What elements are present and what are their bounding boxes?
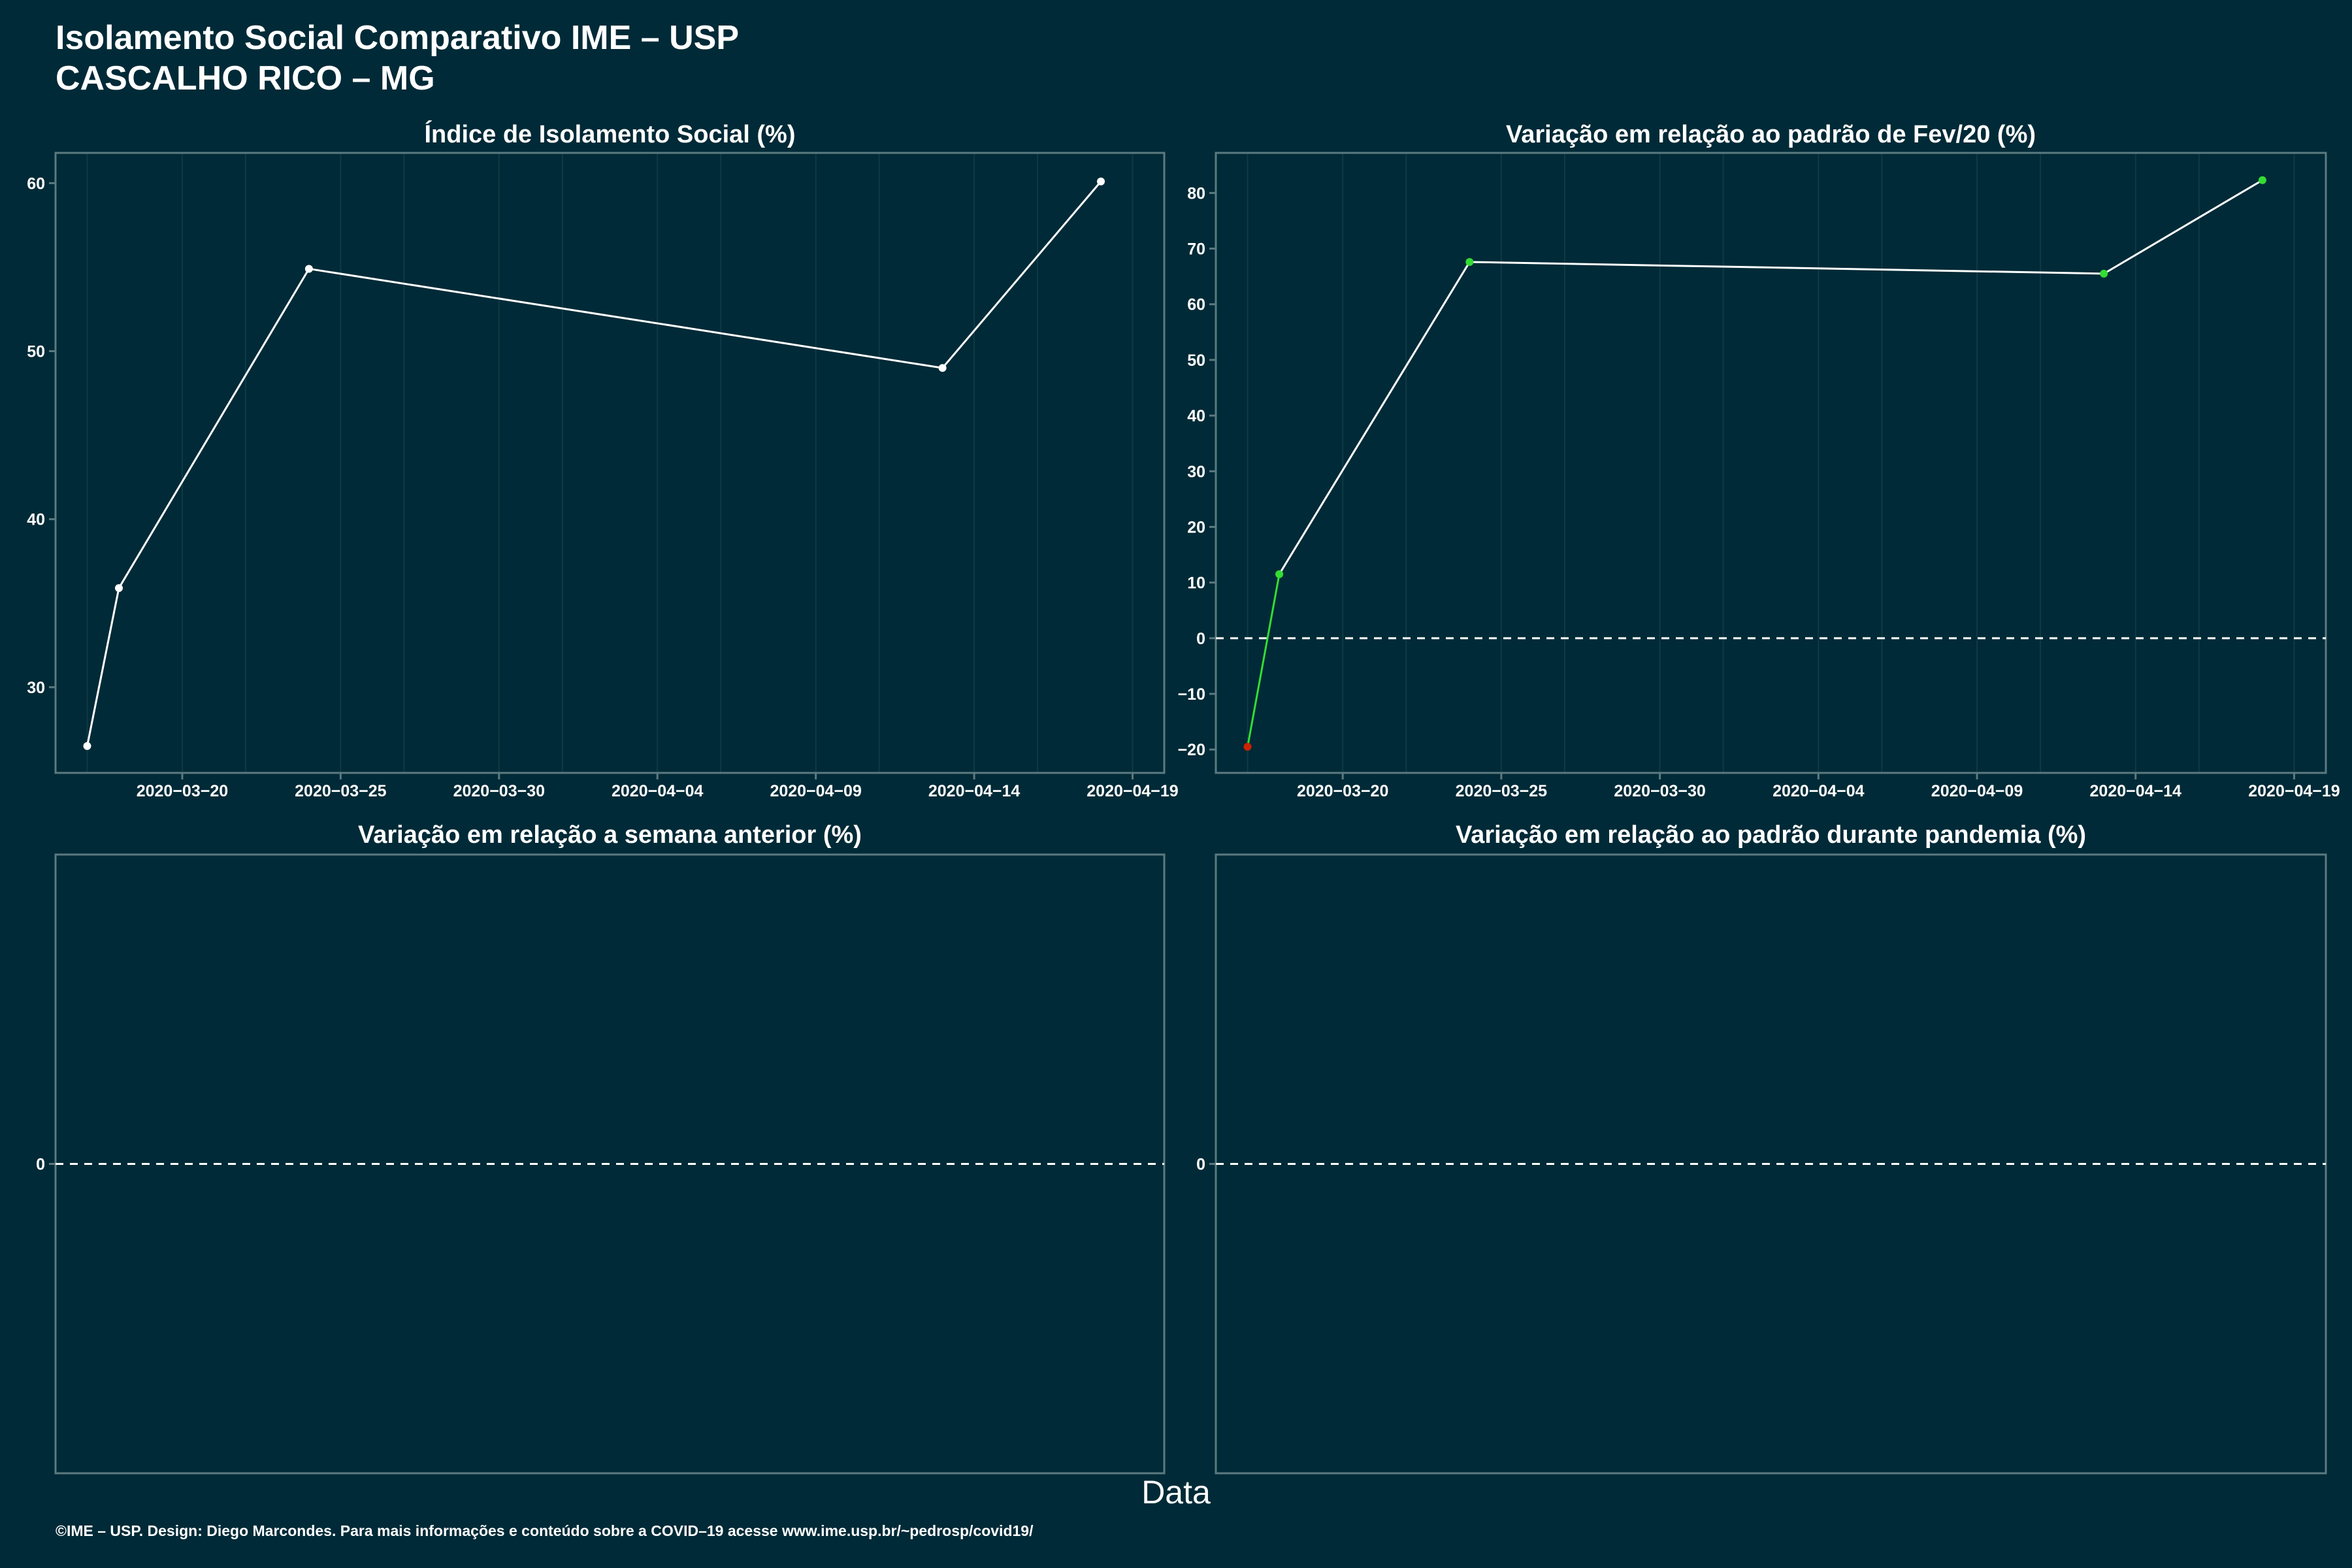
data-point: [114, 584, 123, 593]
x-tick-label: 2020−04−09: [770, 782, 861, 800]
series-line-segment: [1469, 261, 2104, 275]
y-tick-label: 20: [1187, 518, 1205, 536]
data-point: [1243, 742, 1252, 751]
y-tick-label: 50: [1187, 351, 1205, 370]
data-point: [2258, 176, 2266, 184]
series-line-segment: [308, 267, 943, 369]
series-line-segment: [86, 587, 120, 747]
series-line-segment: [941, 180, 1102, 369]
x-tick-label: 2020−04−14: [928, 782, 1021, 800]
panel-title: Variação em relação a semana anterior (%…: [358, 821, 862, 849]
panel-title: Índice de Isolamento Social (%): [424, 120, 795, 148]
panel-title: Variação em relação ao padrão durante pa…: [1456, 821, 2086, 849]
y-tick-label: 0: [1196, 1156, 1205, 1174]
data-point: [938, 364, 947, 372]
x-tick-label: 2020−03−25: [1456, 782, 1548, 800]
x-tick-label: 2020−04−19: [1086, 782, 1178, 800]
x-tick-label: 2020−03−30: [1614, 782, 1705, 800]
panel-title: Variação em relação ao padrão de Fev/20 …: [1506, 121, 2036, 148]
y-tick-label: 40: [1187, 407, 1205, 425]
y-tick-label: −10: [1178, 685, 1205, 704]
x-tick-label: 2020−04−04: [1772, 782, 1865, 800]
chart-title: Isolamento Social Comparativo IME – USP: [56, 19, 740, 57]
y-tick-label: 30: [1187, 463, 1205, 481]
y-tick-label: 30: [27, 679, 45, 697]
series-line-segment: [1278, 261, 1471, 575]
y-tick-label: 50: [27, 342, 45, 361]
x-tick-label: 2020−04−04: [612, 782, 704, 800]
grid-lines: [86, 153, 1134, 773]
chart-subtitle: CASCALHO RICO – MG: [56, 59, 435, 97]
series-line-segment: [2103, 179, 2263, 275]
panel-frame: [54, 152, 1166, 774]
series-line-segment: [1247, 574, 1281, 747]
x-tick-label: 2020−03−30: [453, 782, 545, 800]
y-tick-label: 10: [1187, 574, 1205, 593]
x-tick-label: 2020−03−20: [137, 782, 228, 800]
data-point: [2100, 269, 2108, 278]
y-tick-label: −20: [1178, 741, 1205, 759]
x-tick-label: 2020−04−14: [2090, 782, 2182, 800]
series-line-segment: [118, 268, 310, 589]
y-tick-label: 0: [1196, 630, 1205, 648]
y-tick-label: 70: [1187, 240, 1205, 259]
grid-lines: [1247, 153, 2295, 773]
panel-frame: [1215, 853, 2327, 1475]
panel-frame: [54, 853, 1166, 1475]
data-point: [304, 265, 313, 273]
panel-frame: [1215, 152, 2327, 774]
data-point: [1465, 257, 1474, 266]
x-tick-label: 2020−04−19: [2248, 782, 2340, 800]
x-axis-label: Data: [1141, 1474, 1211, 1511]
y-tick-label: 60: [27, 174, 45, 193]
y-tick-label: 40: [27, 511, 45, 529]
y-tick-label: 0: [36, 1156, 45, 1174]
x-tick-label: 2020−03−25: [295, 782, 387, 800]
data-point: [1097, 177, 1105, 186]
y-tick-label: 60: [1187, 296, 1205, 314]
footer-caption: ©IME – USP. Design: Diego Marcondes. Par…: [56, 1522, 1034, 1539]
data-point: [83, 742, 91, 750]
x-tick-label: 2020−03−20: [1297, 782, 1388, 800]
x-tick-label: 2020−04−09: [1931, 782, 2023, 800]
y-tick-label: 80: [1187, 184, 1205, 203]
data-point: [1275, 570, 1284, 578]
